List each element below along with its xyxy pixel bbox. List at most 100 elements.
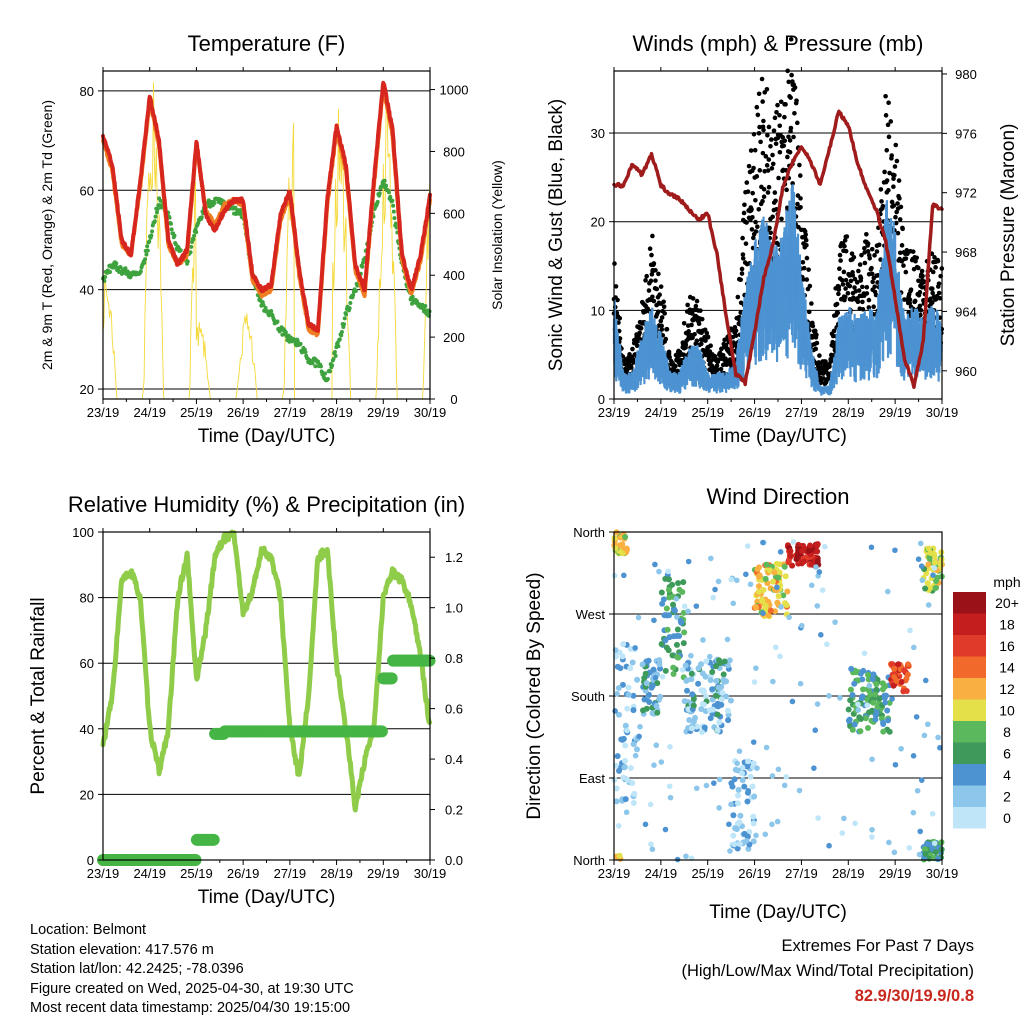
- direction-point: [623, 809, 630, 816]
- gust-point: [838, 258, 843, 263]
- x-tick-label-1-1: 24/19: [645, 405, 678, 420]
- direction-point: [701, 701, 707, 708]
- gust-point: [806, 309, 812, 315]
- direction-point: [615, 711, 622, 718]
- direction-point: [723, 678, 730, 685]
- dewpoint-point: [390, 198, 395, 203]
- gust-point: [778, 99, 784, 105]
- direction-point: [619, 550, 626, 557]
- legend-swatch-9: [953, 785, 986, 807]
- direction-point: [673, 595, 680, 602]
- y-tick-label-3-4: North: [573, 525, 605, 540]
- direction-point: [633, 746, 640, 753]
- direction-point: [845, 706, 852, 713]
- gust-point: [797, 162, 802, 168]
- direction-point: [649, 846, 656, 853]
- direction-point: [762, 602, 769, 609]
- x-tick-label-1-3: 26/19: [738, 405, 771, 420]
- direction-point: [765, 612, 772, 619]
- direction-point: [751, 793, 758, 800]
- elevation-text: Station elevation: 417.576 m: [30, 941, 214, 958]
- direction-point: [711, 780, 717, 786]
- y-tick-label-0-1: 40: [80, 283, 94, 298]
- direction-point: [787, 548, 794, 555]
- gust-point: [653, 267, 658, 273]
- direction-point: [665, 586, 672, 593]
- gust-point: [690, 335, 695, 341]
- gust-point: [856, 288, 862, 293]
- gust-point: [880, 203, 886, 209]
- direction-point: [781, 782, 788, 789]
- gust-point: [835, 310, 841, 316]
- gust-point: [895, 230, 901, 236]
- pressure-line: [612, 109, 944, 390]
- gust-point: [834, 301, 840, 307]
- gust-point: [836, 284, 842, 290]
- direction-point: [744, 543, 751, 549]
- y2-tick-label-1-1: 964: [955, 304, 977, 319]
- legend-label-10: 0: [1003, 810, 1011, 826]
- gust-point: [903, 256, 909, 261]
- station-info: Location: Belmont Station elevation: 417…: [30, 921, 354, 1019]
- gust-point: [794, 98, 799, 103]
- direction-point: [759, 597, 766, 604]
- direction-point: [622, 533, 629, 540]
- direction-point: [630, 707, 637, 714]
- direction-point: [734, 800, 741, 807]
- gust-point: [870, 279, 875, 285]
- dewpoint-point: [118, 265, 123, 270]
- direction-point: [708, 555, 714, 562]
- gust-point: [819, 379, 824, 385]
- dewpoint-point: [154, 210, 159, 215]
- dewpoint-point: [392, 216, 397, 221]
- plot-frame-2: [102, 531, 431, 861]
- direction-point: [787, 553, 794, 560]
- y2-tick-label-1-4: 976: [955, 126, 977, 141]
- dewpoint-point: [143, 257, 148, 262]
- y-axis-title-2: Percent & Total Rainfall: [28, 597, 49, 794]
- gust-point: [784, 187, 789, 193]
- direction-point: [703, 693, 710, 700]
- gust-point: [637, 330, 642, 336]
- direction-point: [670, 601, 677, 608]
- gust-point: [770, 152, 775, 158]
- chart-title-1: Winds (mph) & Pressure (mb): [633, 31, 924, 56]
- gust-point: [770, 214, 775, 220]
- gust-point: [693, 303, 699, 309]
- gust-point: [744, 180, 750, 185]
- direction-point: [684, 687, 691, 694]
- direction-point: [653, 742, 660, 749]
- direction-point: [679, 667, 686, 673]
- x-tick-label-1-0: 23/19: [598, 405, 631, 420]
- y-tick-label-3-0: North: [573, 853, 605, 868]
- direction-point: [915, 556, 922, 563]
- gust-point: [920, 273, 925, 279]
- y-tick-label-2-2: 40: [80, 722, 94, 737]
- direction-point: [617, 542, 624, 549]
- direction-point: [832, 619, 838, 625]
- direction-point: [639, 661, 646, 668]
- gust-point: [748, 148, 754, 153]
- direction-point: [811, 765, 817, 771]
- direction-point: [814, 701, 821, 707]
- direction-point: [903, 687, 910, 694]
- gust-point: [892, 164, 898, 169]
- dewpoint-point: [191, 237, 196, 242]
- gust-point: [686, 329, 691, 334]
- y2-tick-label-2-5: 1.0: [445, 601, 463, 616]
- direction-point: [662, 667, 669, 674]
- gust-point: [804, 255, 810, 261]
- gust-point: [662, 311, 667, 316]
- direction-point: [851, 680, 858, 687]
- direction-point: [847, 686, 854, 693]
- dewpoint-point: [384, 183, 389, 188]
- direction-point: [656, 661, 663, 668]
- gust-point: [683, 342, 689, 348]
- direction-point: [930, 572, 936, 578]
- direction-point: [895, 661, 902, 668]
- gust-point: [894, 209, 899, 215]
- direction-point: [776, 569, 783, 576]
- dewpoint-point: [138, 269, 143, 274]
- direction-point: [891, 849, 898, 856]
- direction-point: [726, 821, 732, 828]
